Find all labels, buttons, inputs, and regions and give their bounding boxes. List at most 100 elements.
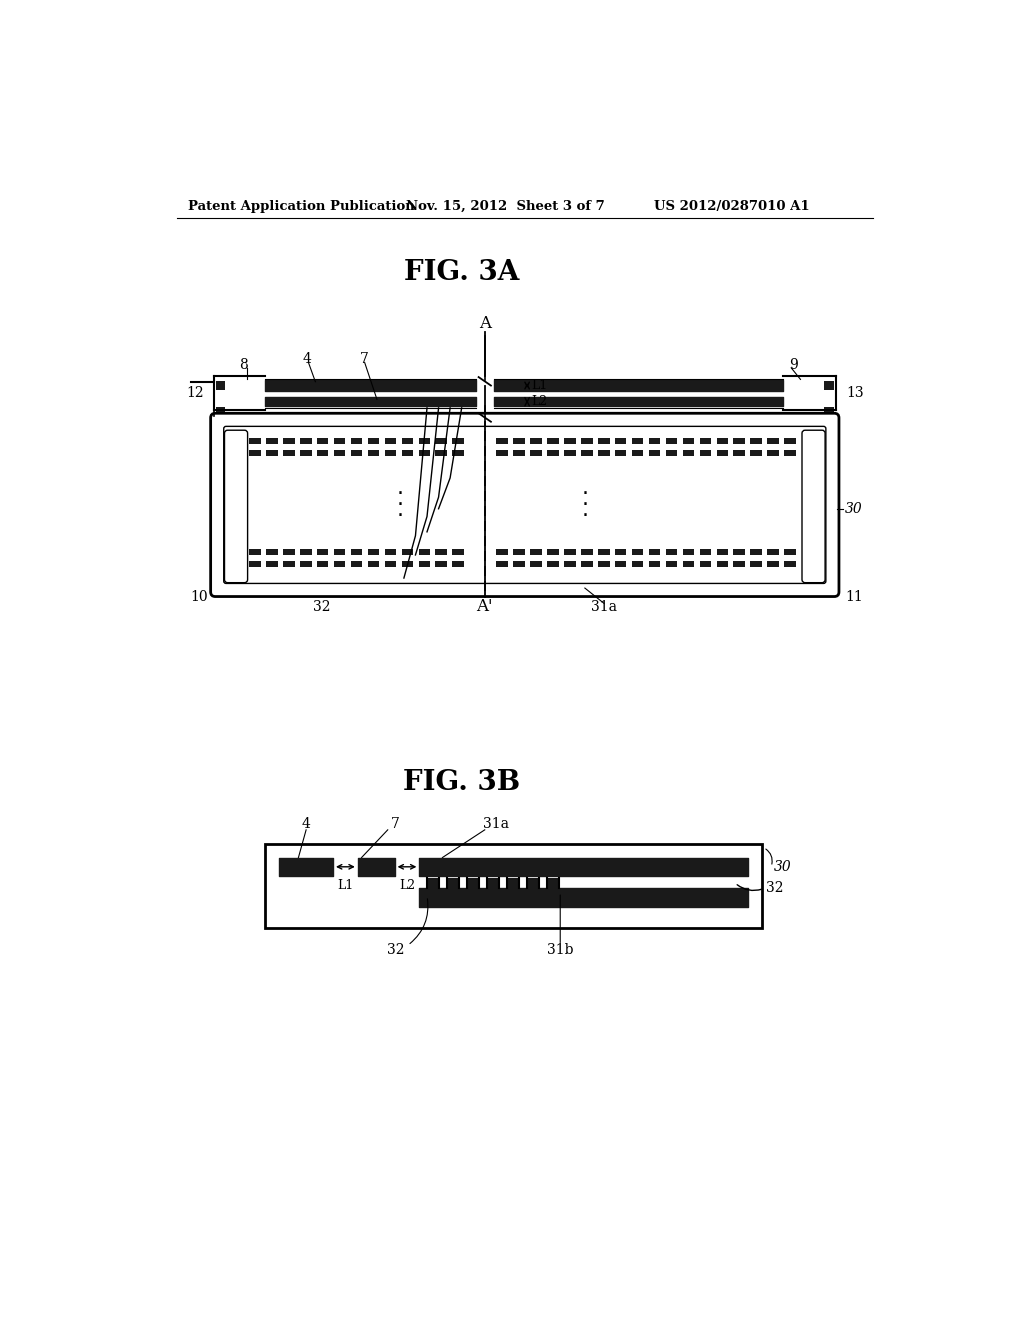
Text: 4: 4 [303,352,312,367]
Bar [265,843,762,928]
Bar [368,549,379,554]
Bar [717,438,728,444]
Bar [699,438,711,444]
Text: 11: 11 [845,590,863,605]
Bar [564,450,575,457]
Bar [784,561,796,568]
Bar [666,549,677,554]
FancyBboxPatch shape [224,430,248,582]
Bar [598,561,609,568]
FancyBboxPatch shape [802,430,825,582]
Text: FIG. 3B: FIG. 3B [403,768,520,796]
Text: L2: L2 [531,395,548,408]
Bar [564,561,575,568]
Bar [266,549,278,554]
Text: ·: · [582,495,589,515]
Bar [683,450,694,457]
Bar [283,549,295,554]
Bar [453,450,464,457]
Text: 7: 7 [360,352,369,367]
Text: 31b: 31b [547,942,573,957]
Bar [368,450,379,457]
Bar [767,549,779,554]
Text: 4: 4 [302,817,310,832]
Bar [316,438,329,444]
Bar [300,438,311,444]
Bar [385,450,396,457]
Bar [666,561,677,568]
Bar [453,561,464,568]
Text: 9: 9 [788,358,798,372]
Bar [216,381,225,391]
Bar [216,407,225,416]
Bar [419,438,430,444]
Bar [368,561,379,568]
Bar [497,438,508,444]
Bar [784,549,796,554]
Bar [717,450,728,457]
Bar [767,561,779,568]
Text: ·: · [396,484,403,504]
Bar [419,549,430,554]
Bar [632,438,643,444]
Bar [547,561,559,568]
Bar [717,549,728,554]
Bar [300,549,311,554]
Bar [266,438,278,444]
Bar [699,450,711,457]
Bar [824,407,834,416]
Bar [300,450,311,457]
Bar [632,450,643,457]
Text: Patent Application Publication: Patent Application Publication [188,199,415,213]
Bar [632,549,643,554]
Bar [614,450,627,457]
Text: FIG. 3A: FIG. 3A [404,259,519,286]
Bar [598,450,609,457]
Bar [784,450,796,457]
Text: ·: · [582,484,589,504]
Text: L1: L1 [531,379,548,392]
Text: A: A [479,315,490,333]
Bar [632,561,643,568]
Bar [530,561,542,568]
Bar [699,549,711,554]
Bar [283,561,295,568]
Bar [385,438,396,444]
Bar [733,549,745,554]
Text: ·: · [582,506,589,525]
Bar [530,438,542,444]
Bar [598,549,609,554]
Bar [249,549,261,554]
FancyBboxPatch shape [211,413,839,597]
Text: ·: · [396,495,403,515]
Bar [598,438,609,444]
Bar [717,561,728,568]
Text: A': A' [476,598,493,615]
Bar [564,549,575,554]
Bar [547,878,559,888]
Bar [564,438,575,444]
Bar [351,438,362,444]
Bar [266,561,278,568]
Bar [249,438,261,444]
Bar [435,549,447,554]
Bar [351,549,362,554]
Bar [334,561,345,568]
Bar [334,450,345,457]
Bar [751,561,762,568]
Bar [513,438,524,444]
Bar [649,450,660,457]
Bar [581,561,593,568]
Text: 30: 30 [845,502,863,516]
Bar [427,878,439,888]
Text: US 2012/0287010 A1: US 2012/0287010 A1 [654,199,810,213]
Text: Nov. 15, 2012  Sheet 3 of 7: Nov. 15, 2012 Sheet 3 of 7 [407,199,605,213]
Bar [334,549,345,554]
Bar [751,450,762,457]
Bar [666,438,677,444]
Bar [316,450,329,457]
Bar [513,561,524,568]
Bar [733,438,745,444]
Bar [547,438,559,444]
Text: 7: 7 [391,817,400,832]
